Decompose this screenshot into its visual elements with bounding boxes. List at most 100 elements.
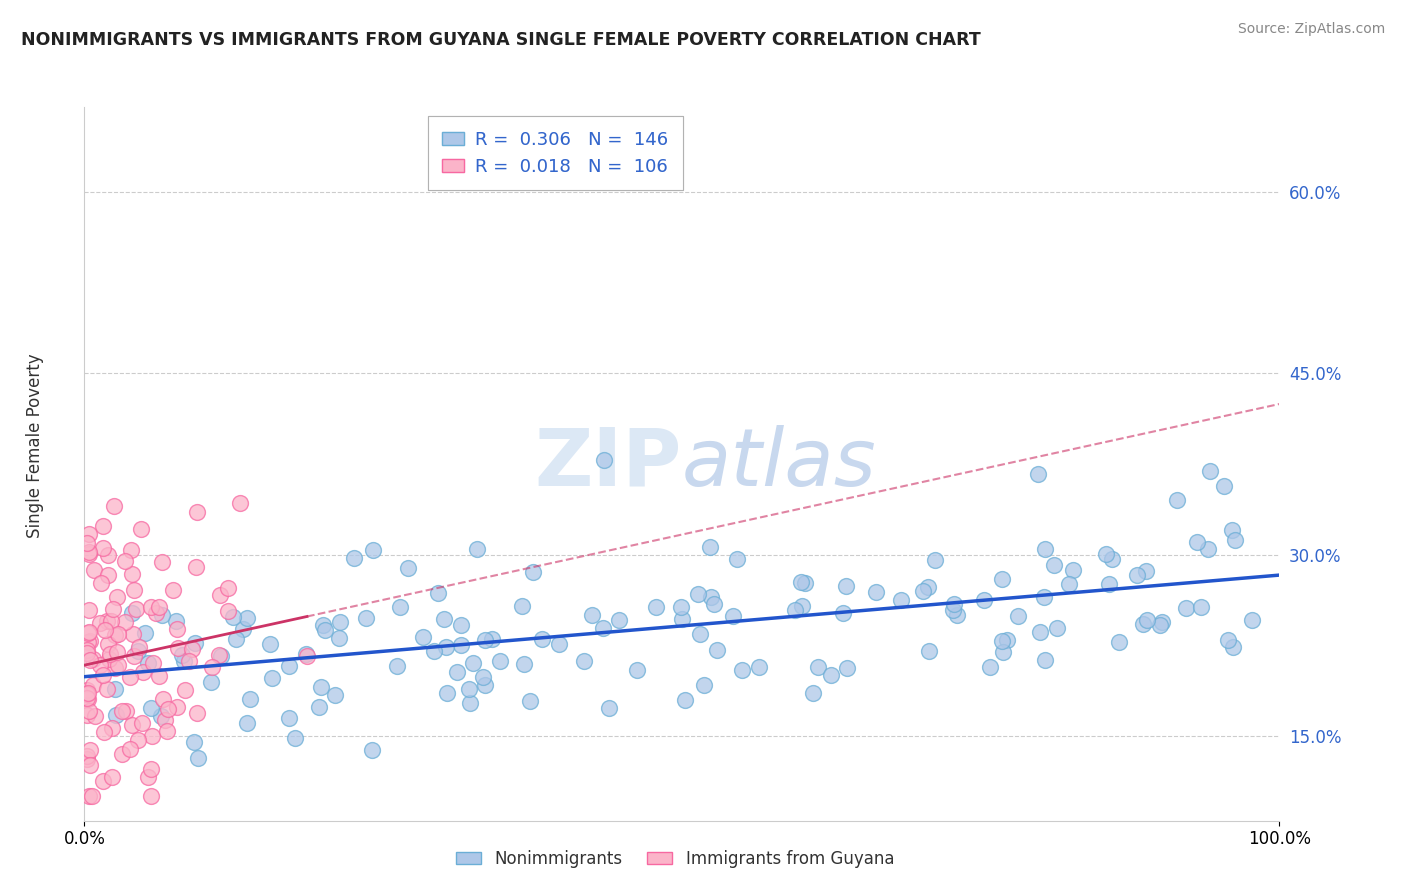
Point — [673, 692, 696, 706]
Point — [139, 762, 162, 776]
Point — [121, 606, 143, 620]
Point — [98, 647, 121, 661]
Point — [157, 702, 180, 716]
Point — [995, 632, 1018, 647]
Point — [94, 624, 117, 638]
Point — [461, 656, 484, 670]
Point — [181, 641, 204, 656]
Point — [82, 678, 104, 692]
Point — [89, 658, 111, 673]
Point — [325, 688, 347, 702]
Point — [225, 632, 247, 647]
Point — [177, 654, 200, 668]
Point — [77, 686, 100, 700]
Point — [731, 663, 754, 677]
Point — [96, 681, 118, 696]
Point — [114, 554, 136, 568]
Point — [820, 667, 842, 681]
Point — [260, 671, 283, 685]
Point — [433, 612, 456, 626]
Point — [1007, 609, 1029, 624]
Point — [1045, 621, 1067, 635]
Point — [723, 608, 745, 623]
Point — [387, 658, 409, 673]
Point — [186, 706, 208, 721]
Point — [77, 626, 100, 640]
Point — [1035, 652, 1057, 666]
Point — [572, 654, 595, 668]
Point — [128, 640, 150, 654]
Point — [1152, 615, 1174, 629]
Point — [1166, 493, 1188, 508]
Point — [77, 704, 100, 718]
Point — [979, 660, 1001, 674]
Point — [593, 452, 616, 467]
Point — [1216, 633, 1239, 648]
Point — [314, 623, 336, 637]
Point — [131, 665, 153, 679]
Point — [917, 580, 939, 594]
Point — [1220, 523, 1243, 537]
Point — [259, 637, 281, 651]
Point — [104, 628, 127, 642]
Point — [76, 708, 98, 723]
Point — [519, 694, 541, 708]
Point — [121, 627, 143, 641]
Point — [232, 622, 254, 636]
Point — [100, 614, 122, 628]
Point — [93, 725, 115, 739]
Text: Source: ZipAtlas.com: Source: ZipAtlas.com — [1237, 22, 1385, 37]
Point — [222, 609, 245, 624]
Point — [131, 716, 153, 731]
Point — [96, 614, 118, 628]
Point — [173, 654, 195, 668]
Point — [91, 667, 114, 681]
Point — [1026, 467, 1049, 482]
Point — [77, 527, 100, 541]
Point — [111, 704, 134, 718]
Point — [1223, 533, 1246, 548]
Point — [361, 743, 384, 757]
Point — [1095, 548, 1118, 562]
Point — [831, 607, 853, 621]
Point — [236, 611, 259, 625]
Point — [581, 607, 603, 622]
Point — [150, 555, 173, 569]
Point — [162, 583, 184, 598]
Point — [217, 582, 239, 596]
Point — [134, 625, 156, 640]
Point — [76, 749, 98, 764]
Point — [389, 599, 412, 614]
Point — [284, 731, 307, 745]
Point — [783, 603, 806, 617]
Point — [457, 682, 479, 697]
Point — [107, 657, 129, 672]
Point — [97, 651, 120, 665]
Point — [200, 675, 222, 690]
Point — [201, 659, 224, 673]
Point — [211, 649, 233, 664]
Point — [101, 770, 124, 784]
Point — [703, 597, 725, 611]
Point — [208, 589, 231, 603]
Point — [105, 645, 128, 659]
Point — [1098, 576, 1121, 591]
Point — [145, 607, 167, 621]
Point — [311, 618, 333, 632]
Point — [792, 599, 814, 613]
Point — [598, 700, 620, 714]
Point — [396, 561, 419, 575]
Point — [686, 587, 709, 601]
Point — [79, 743, 101, 757]
Point — [465, 542, 488, 557]
Point — [363, 543, 385, 558]
Point — [471, 670, 494, 684]
Point — [91, 518, 114, 533]
Point — [801, 686, 824, 700]
Point — [481, 632, 503, 646]
Point — [141, 729, 163, 743]
Point — [434, 640, 457, 655]
Point — [115, 705, 138, 719]
Point — [427, 586, 450, 600]
Legend: Nonimmigrants, Immigrants from Guyana: Nonimmigrants, Immigrants from Guyana — [449, 844, 901, 875]
